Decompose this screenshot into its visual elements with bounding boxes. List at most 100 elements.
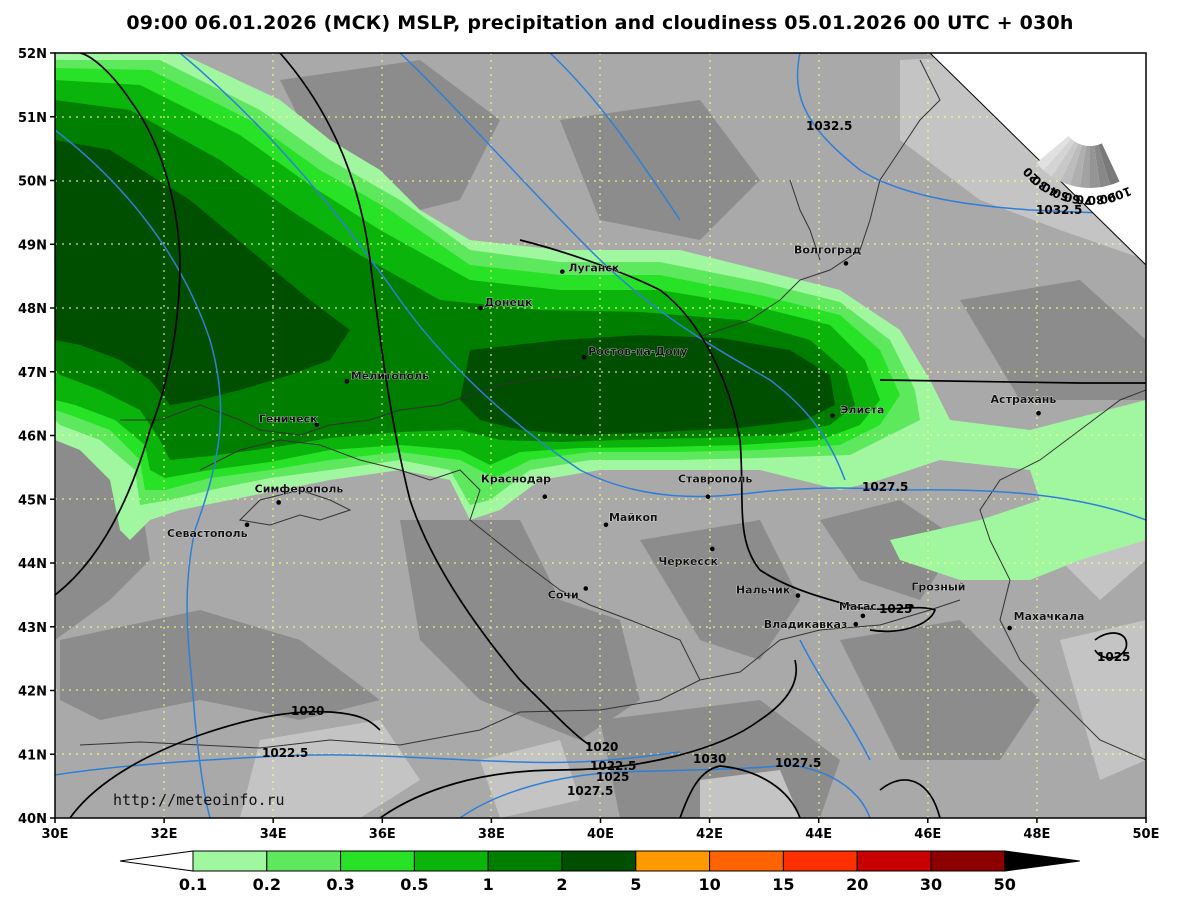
city-marker (603, 522, 609, 528)
city-label: Волгоград (794, 243, 861, 256)
lat-tick-label: 43N (18, 621, 47, 636)
city-label: Донецк (484, 296, 533, 309)
city-marker (542, 494, 548, 500)
isobar-label: 1025 (879, 602, 912, 616)
city-label: Майкоп (609, 511, 658, 524)
lon-tick-label: 36E (369, 827, 396, 842)
lat-tick-label: 40N (18, 812, 47, 827)
lat-tick-label: 49N (18, 238, 47, 253)
cities: Луганск Волгоград Донецк Ростов-на-Дону Мели… (167, 243, 1085, 631)
precip-scale-arrow-low (119, 850, 194, 872)
city-marker (843, 261, 849, 266)
lon-tick-label: 38E (478, 827, 505, 842)
precip-scale-cell (856, 850, 932, 872)
precip-scale-cell (709, 850, 784, 872)
cloud-scale-segment (1051, 141, 1079, 182)
isobar-label: 1027.5 (567, 784, 613, 798)
precip-scale-cell (413, 850, 489, 872)
precip-scale-label: 5 (630, 875, 641, 894)
city-label: Краснодар (481, 473, 551, 486)
city-label: Мелитополь (351, 369, 429, 382)
precip-scale-label: 1 (483, 875, 494, 894)
city-marker (860, 613, 866, 619)
city-label: Черкесск (658, 555, 718, 568)
city-label: Ставрополь (678, 473, 752, 486)
isobars-blue (55, 53, 1146, 818)
cloud-scale-label: 80 (1087, 192, 1105, 207)
precip-scale-cell (487, 850, 563, 872)
city-label: Владикавказ (764, 618, 848, 631)
city-marker (344, 379, 350, 384)
lon-tick-label: 30E (42, 827, 69, 842)
precip-scale-label: 2 (556, 875, 567, 894)
city-label: Астрахань (991, 393, 1057, 406)
city-label: Грозный (911, 580, 965, 593)
cloud-scale-segment (1069, 144, 1086, 188)
lon-tick-label: 46E (914, 827, 941, 842)
lat-tick-label: 47N (18, 366, 47, 381)
city-label: Севастополь (167, 527, 248, 540)
cloud-scale-label: 60 (1063, 189, 1082, 206)
city-label: Нальчик (736, 584, 791, 597)
cloud-scale-segment (1094, 144, 1111, 188)
precip-scale: 0.1 0.2 0.3 0.5 1 2 5 10 15 20 30 50 (119, 850, 1080, 894)
isobar-label: 1030 (693, 752, 726, 766)
cloud-scale-segment (1036, 135, 1072, 171)
precip-2 (55, 140, 835, 435)
precip-scale-cell (782, 850, 858, 872)
cloud-scale-label: 50 (1051, 185, 1072, 204)
lat-axis: 52N 51N 50N 49N 48N 47N 46N 45N 44N 43N 42N 41N 40N (18, 47, 55, 827)
precip-scale-arrow-high (1004, 850, 1080, 872)
isobar-label: 1027.5 (775, 756, 821, 770)
precip-scale-cell (340, 850, 415, 872)
map-area (55, 53, 1146, 818)
city-marker (710, 546, 715, 552)
city-marker (1007, 625, 1012, 631)
isobar-label: 1032.5 (1036, 203, 1082, 217)
precip-scale-label: 20 (846, 875, 868, 894)
isobar-label: 1025 (596, 770, 629, 784)
city-marker (560, 269, 565, 274)
lat-tick-label: 52N (18, 47, 47, 62)
cloud-scale-segment (1079, 145, 1090, 189)
map-corner-mask (929, 53, 1146, 266)
isobar-label: 1022.5 (262, 746, 308, 760)
city-label: Симферополь (255, 482, 344, 495)
lat-tick-label: 45N (18, 493, 47, 508)
city-marker (1036, 410, 1041, 416)
city-label: Махачкала (1014, 610, 1085, 623)
city-marker (853, 621, 859, 627)
cloud-scale-label: 90 (1098, 189, 1117, 206)
city-marker (314, 422, 320, 427)
cloud-scale-segment (1043, 138, 1075, 177)
precip-scale-label: 15 (772, 875, 794, 894)
city-marker (478, 305, 483, 311)
city-label: Ростов-на-Дону (588, 345, 687, 358)
city-marker (795, 593, 801, 598)
lon-axis: 30E 32E 34E 36E 38E 40E 42E 44E 46E 48E 50E (42, 818, 1159, 842)
cloud-scale-segment (1098, 143, 1120, 186)
cloud-scale-segment (1089, 145, 1101, 189)
precip-scale-label: 30 (920, 875, 942, 894)
isobars-black (55, 53, 1146, 818)
precip-scale-cell (266, 850, 342, 872)
city-marker (583, 586, 589, 591)
lon-tick-label: 48E (1023, 827, 1050, 842)
lat-tick-label: 48N (18, 302, 47, 317)
map-title: 09:00 06.01.2026 (МСК) MSLP, precipitati… (126, 12, 1074, 34)
city-marker (276, 500, 281, 505)
lat-tick-label: 51N (18, 111, 47, 126)
city-label: Сочи (548, 589, 579, 602)
credit-link[interactable]: http://meteoinfo.ru (113, 791, 285, 809)
precip-scale-label: 0.2 (253, 875, 281, 894)
lat-tick-label: 44N (18, 557, 47, 572)
city-marker (830, 413, 835, 419)
city-marker (581, 354, 587, 360)
precip-scale-cell (930, 850, 1006, 872)
isobar-label: 1020 (585, 740, 618, 754)
city-label: Элиста (840, 404, 884, 417)
isobar-label: 1022.5 (590, 759, 636, 773)
isobar-label: 1027.5 (862, 480, 908, 494)
precip-scale-cell (635, 850, 711, 872)
